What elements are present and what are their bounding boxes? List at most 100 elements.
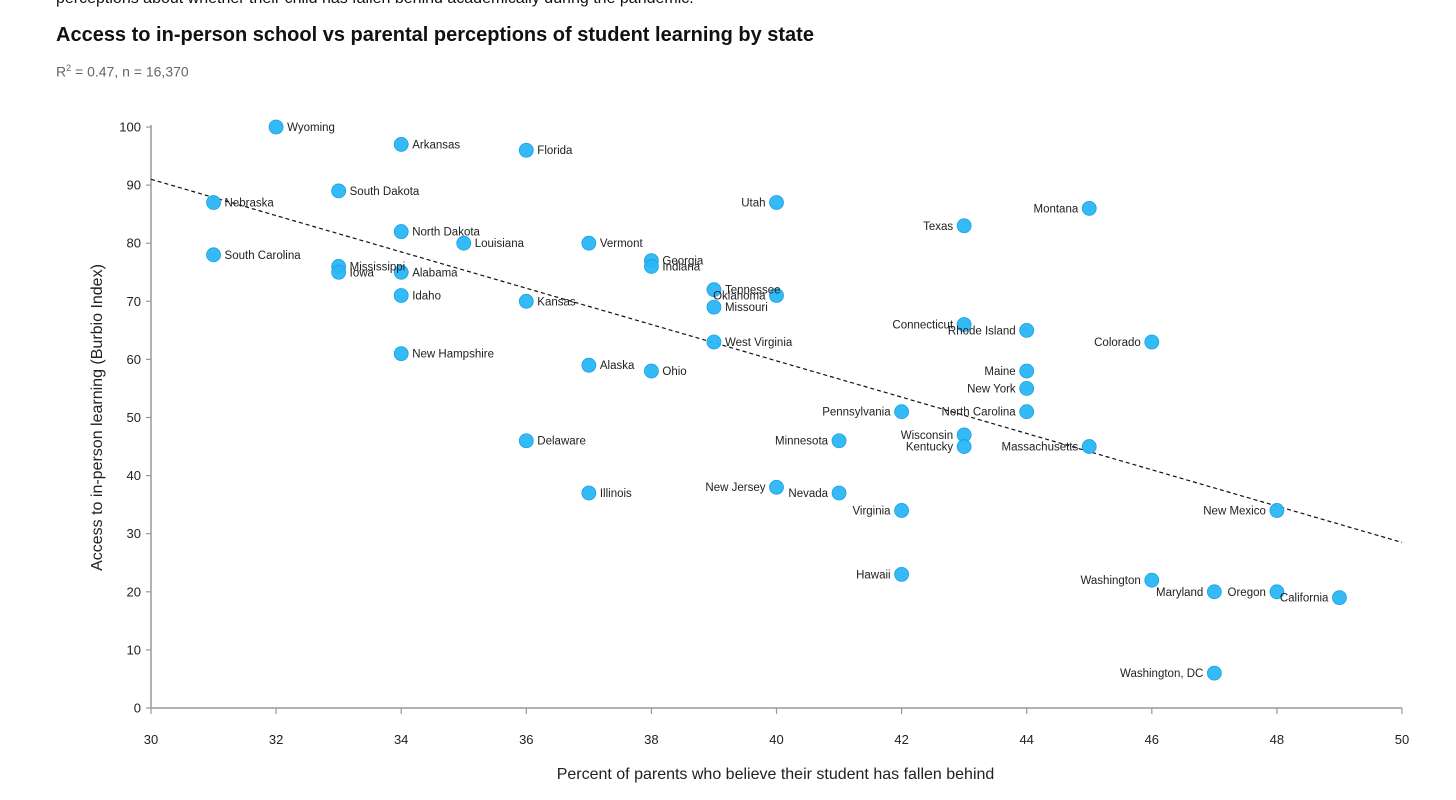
chart-subtitle: R2 = 0.47, n = 16,370: [56, 63, 189, 80]
point-label: Nebraska: [225, 198, 275, 210]
point-label: Wyoming: [287, 122, 335, 134]
data-point: [706, 334, 722, 350]
point-label: South Dakota: [350, 186, 420, 198]
point-label: Kansas: [537, 296, 576, 308]
data-point: [393, 137, 409, 152]
data-point: [894, 566, 909, 582]
point-label: Indiana: [662, 261, 700, 273]
point-label: Louisiana: [475, 238, 525, 250]
point-label: North Carolina: [942, 407, 1017, 419]
point-label: New Jersey: [705, 482, 765, 494]
x-tick-label: 46: [1145, 732, 1159, 747]
y-tick-label: 0: [134, 701, 141, 716]
x-tick-label: 36: [519, 732, 533, 747]
point-label: Illinois: [600, 488, 632, 500]
y-tick-label: 80: [127, 236, 141, 251]
data-point: [393, 264, 409, 280]
data-point: [706, 299, 722, 315]
data-point: [1144, 572, 1160, 588]
data-point: [894, 404, 909, 420]
point-label: Montana: [1033, 203, 1078, 215]
point-label: Pennsylvania: [822, 407, 891, 419]
y-tick-label: 10: [127, 642, 141, 657]
data-point: [1081, 200, 1097, 216]
y-tick-label: 90: [127, 178, 141, 193]
data-point: [1019, 381, 1035, 396]
data-point: [769, 288, 784, 303]
data-point: [581, 235, 597, 251]
point-label: West Virginia: [725, 337, 793, 349]
point-label: Utah: [741, 198, 765, 210]
data-point: [393, 224, 409, 239]
x-tick-label: 40: [769, 732, 783, 747]
point-label: Vermont: [600, 238, 644, 250]
point-label: Georgia: [662, 256, 704, 268]
data-point: [644, 363, 659, 379]
point-label: Oklahoma: [713, 290, 766, 302]
data-point: [956, 439, 972, 454]
data-point: [581, 485, 597, 501]
trend-line: [150, 178, 1403, 543]
subtitle-r-exponent: 2: [66, 63, 72, 73]
y-tick-label: 30: [127, 526, 141, 541]
point-label: Maryland: [1156, 587, 1203, 599]
y-tick-label: 70: [127, 294, 141, 309]
data-point: [1019, 404, 1035, 420]
data-point: [393, 288, 409, 303]
x-tick-label: 50: [1395, 732, 1409, 747]
point-label: Arkansas: [412, 139, 460, 151]
subtitle-r: R: [56, 63, 67, 80]
point-label: New Hampshire: [412, 349, 494, 361]
point-label: Minnesota: [775, 436, 829, 448]
data-point: [1332, 590, 1347, 606]
point-label: South Carolina: [225, 250, 302, 262]
point-label: Connecticut: [892, 320, 954, 332]
point-label: Massachusetts: [1002, 442, 1079, 454]
point-label: North Dakota: [412, 227, 480, 239]
data-point: [1019, 322, 1035, 338]
point-labels: Wyoming Arkansas Florida South Dakota Nebras…: [225, 122, 1330, 680]
y-axis-label: Access to in-person learning (Burbio Ind…: [89, 264, 106, 571]
data-point: [581, 357, 597, 373]
y-tick-label: 20: [127, 584, 141, 599]
point-label: Alaska: [600, 360, 635, 372]
subtitle-stats: = 0.47, n = 16,370: [71, 63, 189, 80]
data-point: [1269, 503, 1285, 518]
point-label: Nevada: [788, 488, 828, 500]
point-label: Hawaii: [856, 569, 891, 581]
data-point: [1206, 584, 1222, 600]
point-label: Alabama: [412, 267, 458, 279]
point-label: Colorado: [1094, 337, 1141, 349]
x-tick-label: 48: [1270, 732, 1284, 747]
x-tick-label: 30: [144, 732, 158, 747]
data-point: [1019, 363, 1035, 379]
point-label: Iowa: [350, 267, 375, 279]
data-point: [518, 142, 534, 158]
point-label: New York: [967, 383, 1016, 395]
point-label: Mississippi: [350, 261, 406, 273]
x-tick-label: 32: [269, 732, 283, 747]
data-point: [331, 264, 347, 280]
data-point: [769, 479, 784, 495]
intro-text: perceptions about whether their child ha…: [56, 0, 1436, 9]
data-point: [1206, 665, 1222, 681]
x-tick-label: 44: [1019, 732, 1033, 747]
point-label: Washington, DC: [1120, 668, 1203, 680]
point-label: Ohio: [662, 366, 686, 378]
point-label: Kentucky: [906, 442, 954, 454]
data-point: [456, 235, 472, 251]
data-point: [831, 485, 847, 501]
data-point: [331, 183, 347, 199]
point-label: California: [1280, 593, 1329, 605]
data-point: [393, 346, 409, 361]
point-label: Maine: [984, 366, 1015, 378]
point-label: Washington: [1080, 575, 1140, 587]
data-point: [518, 293, 534, 309]
point-label: Florida: [537, 145, 573, 157]
y-tick-label: 60: [127, 352, 141, 367]
data-point: [894, 503, 909, 518]
point-label: Rhode Island: [948, 325, 1016, 337]
point-label: Idaho: [412, 290, 441, 302]
data-point: [1269, 584, 1285, 600]
